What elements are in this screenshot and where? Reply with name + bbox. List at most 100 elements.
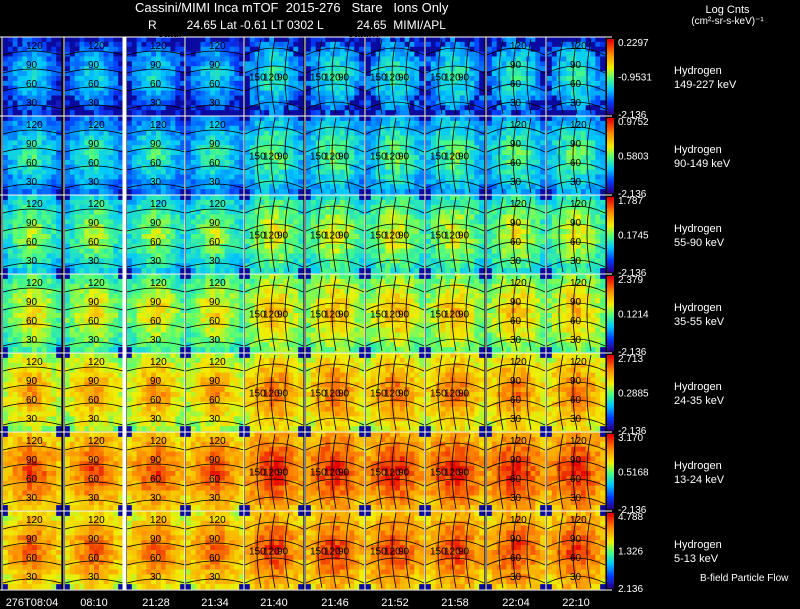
heatmap-cell bbox=[249, 224, 256, 230]
heatmap-cell bbox=[269, 229, 275, 235]
heatmap-cell bbox=[113, 248, 119, 254]
heatmap-cell bbox=[551, 100, 558, 106]
heatmap-cell bbox=[84, 51, 90, 57]
heatmap-cell bbox=[535, 135, 541, 141]
heatmap-cell bbox=[430, 90, 437, 96]
heatmap-cell bbox=[409, 56, 415, 62]
heatmap-cell bbox=[234, 90, 240, 96]
heatmap-cell bbox=[395, 61, 401, 67]
contour-line bbox=[391, 117, 397, 194]
heatmap-cell bbox=[175, 66, 181, 72]
heatmap-cell bbox=[118, 204, 124, 211]
heatmap-cell bbox=[283, 110, 289, 116]
heatmap-cell bbox=[600, 189, 606, 195]
units-label: Log Cnts (cm²-sr-s-keV)⁻¹ bbox=[660, 4, 795, 27]
heatmap-cell bbox=[210, 234, 216, 240]
heatmap-cell bbox=[195, 100, 201, 106]
heatmap-cell bbox=[310, 140, 317, 146]
heatmap-cell bbox=[335, 125, 341, 132]
heatmap-cell bbox=[151, 229, 157, 235]
heatmap-cell bbox=[84, 199, 90, 206]
heatmap-cell bbox=[264, 224, 270, 230]
heatmap-cell bbox=[94, 229, 100, 235]
heatmap-cell bbox=[239, 61, 245, 67]
heatmap-cell bbox=[540, 110, 546, 116]
heatmap-cell bbox=[288, 46, 294, 53]
heatmap-cell bbox=[426, 76, 432, 82]
heatmap-cell bbox=[74, 110, 80, 116]
heatmap-cell bbox=[94, 179, 100, 185]
heatmap-cell bbox=[94, 238, 100, 245]
contour-line bbox=[284, 117, 290, 194]
heatmap-cell bbox=[520, 56, 527, 62]
heatmap-cell bbox=[74, 179, 80, 185]
heatmap-cell bbox=[335, 37, 341, 43]
heatmap-cell bbox=[404, 90, 410, 96]
heatmap-cell bbox=[215, 248, 221, 254]
heatmap-cell bbox=[335, 164, 341, 171]
heatmap-cell bbox=[146, 80, 152, 87]
heatmap-cell bbox=[414, 76, 420, 82]
heatmap-cell bbox=[385, 125, 391, 132]
heatmap-cell bbox=[278, 90, 285, 96]
heatmap-cell bbox=[3, 71, 9, 77]
heatmap-cell bbox=[283, 214, 289, 220]
heatmap-cell bbox=[146, 110, 152, 116]
heatmap-cell bbox=[419, 164, 425, 171]
heatmap-cell bbox=[335, 61, 341, 67]
heatmap-cell bbox=[474, 66, 480, 72]
heatmap-cell bbox=[278, 234, 285, 240]
heatmap-cell bbox=[94, 159, 100, 166]
heatmap-cell bbox=[65, 71, 71, 77]
heatmap-cell bbox=[245, 155, 251, 161]
heatmap-cell bbox=[385, 51, 391, 57]
heatmap-cell bbox=[469, 140, 475, 146]
heatmap-cell bbox=[259, 130, 265, 136]
heatmap-cell bbox=[525, 150, 531, 156]
heatmap-cell bbox=[556, 125, 562, 132]
heatmap-cell bbox=[215, 174, 221, 180]
heatmap-cell bbox=[229, 76, 235, 82]
heatmap-cell bbox=[445, 179, 451, 185]
heatmap-cell bbox=[69, 80, 76, 87]
heatmap-cell bbox=[175, 135, 181, 141]
heatmap-cell bbox=[310, 37, 317, 43]
heatmap-cell bbox=[56, 155, 62, 161]
heatmap-cell bbox=[501, 159, 507, 166]
heatmap-cell bbox=[249, 37, 256, 43]
heatmap-cell bbox=[65, 135, 71, 141]
heatmap-cell bbox=[27, 263, 33, 269]
heatmap-cell bbox=[344, 184, 350, 190]
heatmap-cell bbox=[84, 85, 90, 92]
heatmap-cell bbox=[156, 219, 162, 225]
heatmap-cell bbox=[84, 238, 90, 245]
heatmap-cell bbox=[264, 229, 270, 235]
heatmap-cell bbox=[17, 238, 23, 245]
heatmap-cell bbox=[89, 248, 95, 254]
heatmap-cell bbox=[325, 116, 331, 122]
heatmap-cell bbox=[274, 66, 280, 72]
heatmap-cell bbox=[264, 184, 270, 190]
heatmap-cell bbox=[339, 169, 346, 175]
heatmap-cell bbox=[136, 174, 142, 180]
heatmap-cell bbox=[239, 135, 245, 141]
heatmap-cell bbox=[254, 56, 260, 62]
heatmap-cell bbox=[7, 195, 14, 201]
heatmap-cell bbox=[487, 76, 493, 82]
heatmap-cell bbox=[210, 263, 216, 269]
heatmap-cell bbox=[17, 145, 23, 151]
heatmap-cell bbox=[359, 145, 365, 151]
heatmap-cell bbox=[136, 268, 142, 274]
heatmap-cell bbox=[491, 116, 498, 122]
heatmap-cell bbox=[445, 56, 451, 62]
heatmap-cell bbox=[366, 71, 372, 77]
heatmap-cell bbox=[46, 130, 52, 136]
heatmap-cell bbox=[69, 66, 76, 72]
heatmap-cell bbox=[234, 199, 240, 206]
heatmap-cell bbox=[395, 155, 401, 161]
heatmap-cell bbox=[113, 155, 119, 161]
heatmap-cell bbox=[487, 155, 493, 161]
heatmap-cell bbox=[205, 125, 211, 132]
contour-line bbox=[365, 47, 425, 56]
